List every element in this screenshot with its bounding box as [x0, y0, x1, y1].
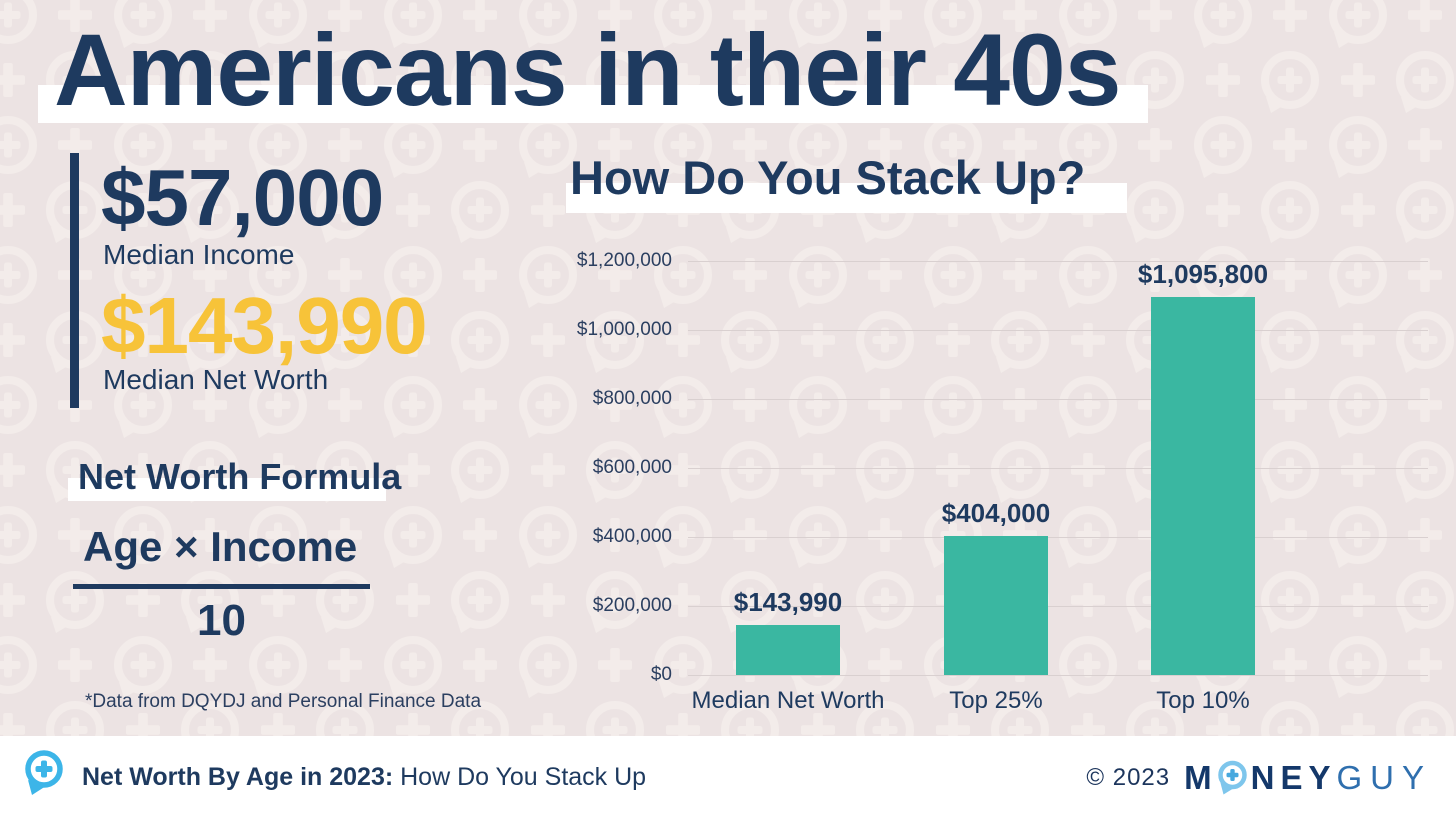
formula-denominator: 10 — [197, 596, 246, 645]
gridline — [688, 606, 1428, 607]
page-title: Americans in their 40s — [54, 13, 1121, 127]
bar-category-label: Top 10% — [1156, 687, 1250, 714]
y-axis-tick-label: $600,000 — [592, 457, 672, 478]
formula-highlight-strip — [68, 478, 386, 501]
bar-value-label: $1,095,800 — [1137, 259, 1269, 289]
y-axis-tick-label: $1,200,000 — [576, 250, 672, 271]
bar-value-label: $404,000 — [941, 498, 1051, 528]
y-axis-tick-label: $0 — [650, 664, 672, 685]
formula-numerator: Age × Income — [83, 523, 358, 570]
logo-letter-m: M — [1184, 759, 1218, 796]
bar — [944, 536, 1048, 675]
footer-title-bold: Net Worth By Age in 2023: — [82, 763, 394, 791]
gridline — [688, 468, 1428, 469]
y-axis-tick-label: $1,000,000 — [576, 319, 672, 340]
moneyguy-bubble-icon — [25, 750, 63, 795]
bar — [736, 625, 840, 675]
moneyguy-logo: M NEY GUY — [1184, 760, 1432, 796]
fraction-line — [73, 584, 370, 589]
chart-title: How Do You Stack Up? — [570, 151, 1086, 204]
gridline — [688, 675, 1428, 676]
logo-bubble-o-icon — [1217, 760, 1247, 794]
gridline — [688, 261, 1428, 262]
chart-title-highlight-strip — [566, 183, 1127, 213]
median-net-worth-label: Median Net Worth — [103, 364, 329, 395]
net-worth-bar-chart: $0 $200,000 $400,000 $600,000 $800,000 $1,000… — [560, 240, 1456, 760]
bar-category-label: Top 25% — [949, 687, 1043, 714]
gridline — [688, 330, 1428, 331]
y-axis-tick-label: $200,000 — [592, 595, 672, 616]
logo-letters-ney: NEY — [1250, 759, 1337, 796]
footer-title: Net Worth By Age in 2023: How Do You Sta… — [82, 736, 646, 819]
bar — [1151, 297, 1255, 675]
gridline — [688, 399, 1428, 400]
logo-letters-guy: GUY — [1336, 759, 1432, 796]
title-highlight-strip — [38, 85, 1148, 123]
footer-title-regular: How Do You Stack Up — [393, 763, 647, 791]
y-axis-tick-label: $800,000 — [592, 388, 672, 409]
y-axis-tick-label: $400,000 — [592, 526, 672, 547]
data-source-footnote: *Data from DQYDJ and Personal Finance Da… — [85, 691, 482, 712]
median-income-label: Median Income — [103, 239, 295, 270]
footer-bar: Net Worth By Age in 2023: How Do You Sta… — [0, 736, 1456, 819]
bar-value-label: $143,990 — [733, 587, 843, 617]
stats-accent-bar — [70, 153, 79, 408]
formula-heading: Net Worth Formula — [78, 456, 402, 497]
median-net-worth-value: $143,990 — [101, 281, 428, 370]
footer-branding: © 2023 M NEY GUY — [1086, 736, 1432, 819]
median-income-value: $57,000 — [101, 153, 384, 242]
gridline — [688, 537, 1428, 538]
copyright-text: © 2023 — [1086, 763, 1171, 791]
bar-category-label: Median Net Worth — [691, 687, 885, 714]
